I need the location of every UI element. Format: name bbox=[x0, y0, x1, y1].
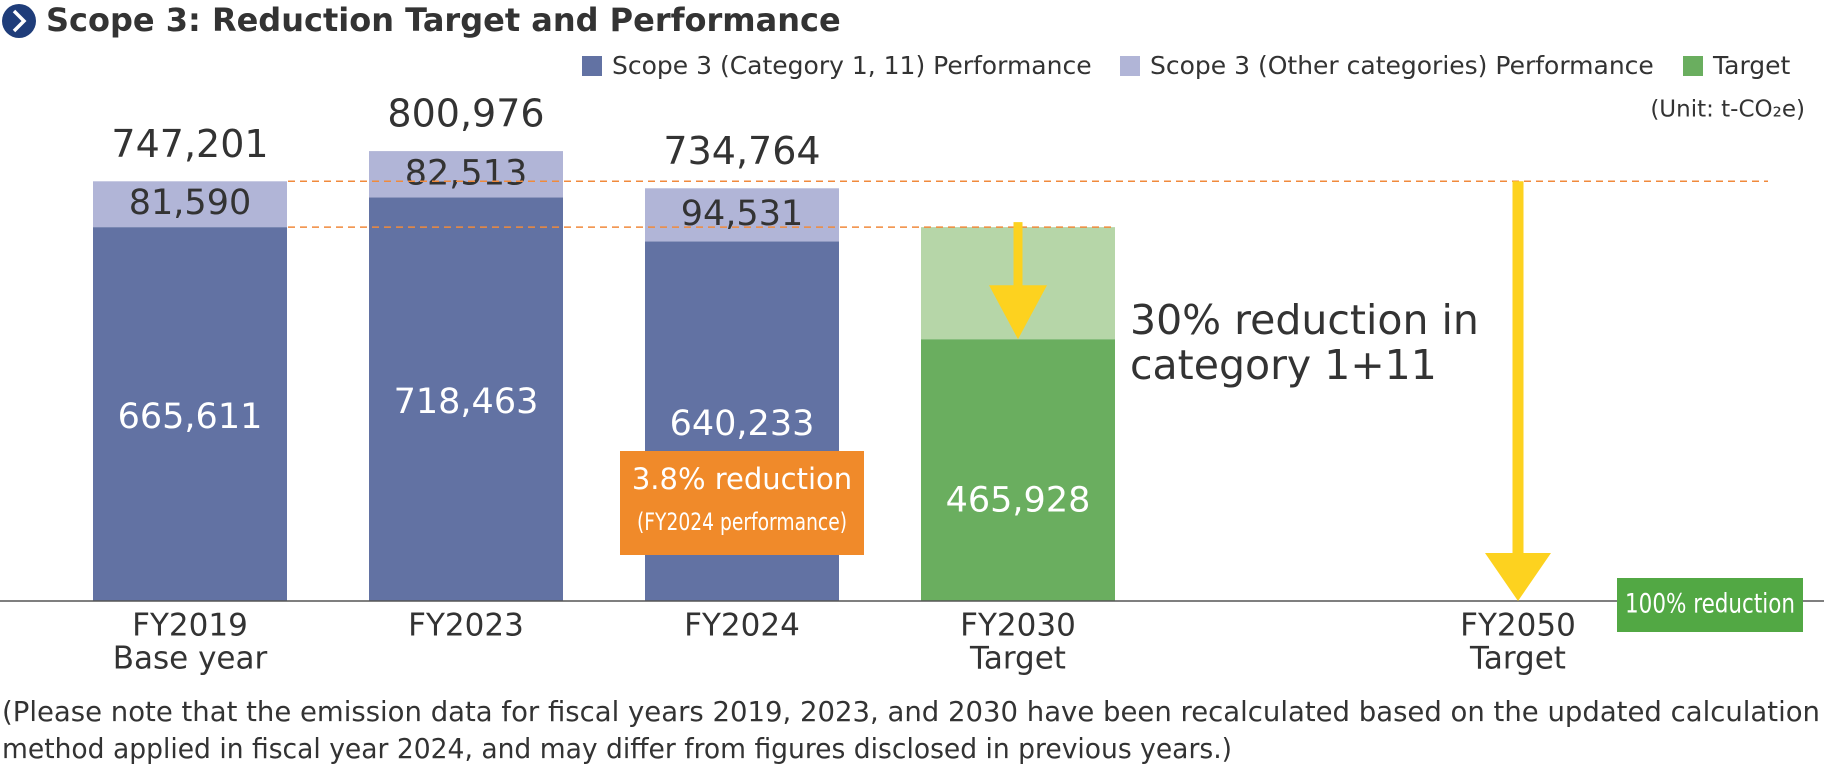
x-tick-label: FY2023 bbox=[408, 608, 524, 644]
annotation-text: 3.8% reduction bbox=[632, 462, 852, 496]
reduction-arrow bbox=[989, 222, 1047, 340]
bar-segment bbox=[369, 197, 563, 601]
bar-segment bbox=[921, 339, 1115, 601]
bar-segment bbox=[645, 188, 839, 242]
value-label: 640,233 bbox=[670, 404, 815, 444]
x-tick-label: FY2030 bbox=[960, 608, 1076, 644]
legend-swatch bbox=[1120, 56, 1140, 76]
footnote: method applied in fiscal year 2024, and … bbox=[2, 732, 1232, 765]
value-label: 718,463 bbox=[394, 382, 539, 422]
annotation-text: 30% reduction in bbox=[1130, 296, 1479, 344]
x-tick-label: FY2024 bbox=[684, 608, 800, 644]
total-label: 747,201 bbox=[111, 122, 268, 166]
x-tick-sublabel: Target bbox=[1469, 641, 1566, 677]
legend-label: Target bbox=[1712, 51, 1791, 80]
total-label: 734,764 bbox=[663, 129, 820, 173]
title-icon-chevron bbox=[12, 9, 27, 33]
x-tick-label: FY2019 bbox=[132, 608, 248, 644]
annotation-box bbox=[620, 451, 864, 555]
footnote: (Please note that the emission data for … bbox=[2, 695, 1820, 728]
value-label: 82,513 bbox=[405, 153, 527, 193]
x-tick-label: FY2050 bbox=[1460, 608, 1576, 644]
annotation-text: 100% reduction bbox=[1625, 589, 1795, 620]
legend-swatch bbox=[582, 56, 602, 76]
unit-label: (Unit: t-CO₂e) bbox=[1650, 97, 1805, 123]
total-label: 800,976 bbox=[387, 92, 544, 136]
legend-label: Scope 3 (Category 1, 11) Performance bbox=[612, 51, 1092, 80]
bar-segment bbox=[93, 181, 287, 228]
bar-segment bbox=[93, 227, 287, 602]
value-label: 81,590 bbox=[129, 183, 251, 223]
annotation-box bbox=[1617, 578, 1803, 632]
value-label: 665,611 bbox=[118, 397, 263, 437]
x-tick-sublabel: Target bbox=[969, 641, 1066, 677]
legend-label: Scope 3 (Other categories) Performance bbox=[1150, 51, 1654, 80]
annotation-text: (FY2024 performance) bbox=[637, 508, 847, 536]
reduction-arrow bbox=[1485, 181, 1551, 602]
bar-segment bbox=[369, 151, 563, 198]
annotation-text: category 1+11 bbox=[1130, 341, 1437, 389]
chart-title: Scope 3: Reduction Target and Performanc… bbox=[46, 1, 841, 39]
legend-swatch bbox=[1683, 56, 1703, 76]
value-label: 465,928 bbox=[946, 481, 1091, 521]
x-tick-sublabel: Base year bbox=[113, 641, 268, 677]
title-icon bbox=[2, 4, 36, 38]
